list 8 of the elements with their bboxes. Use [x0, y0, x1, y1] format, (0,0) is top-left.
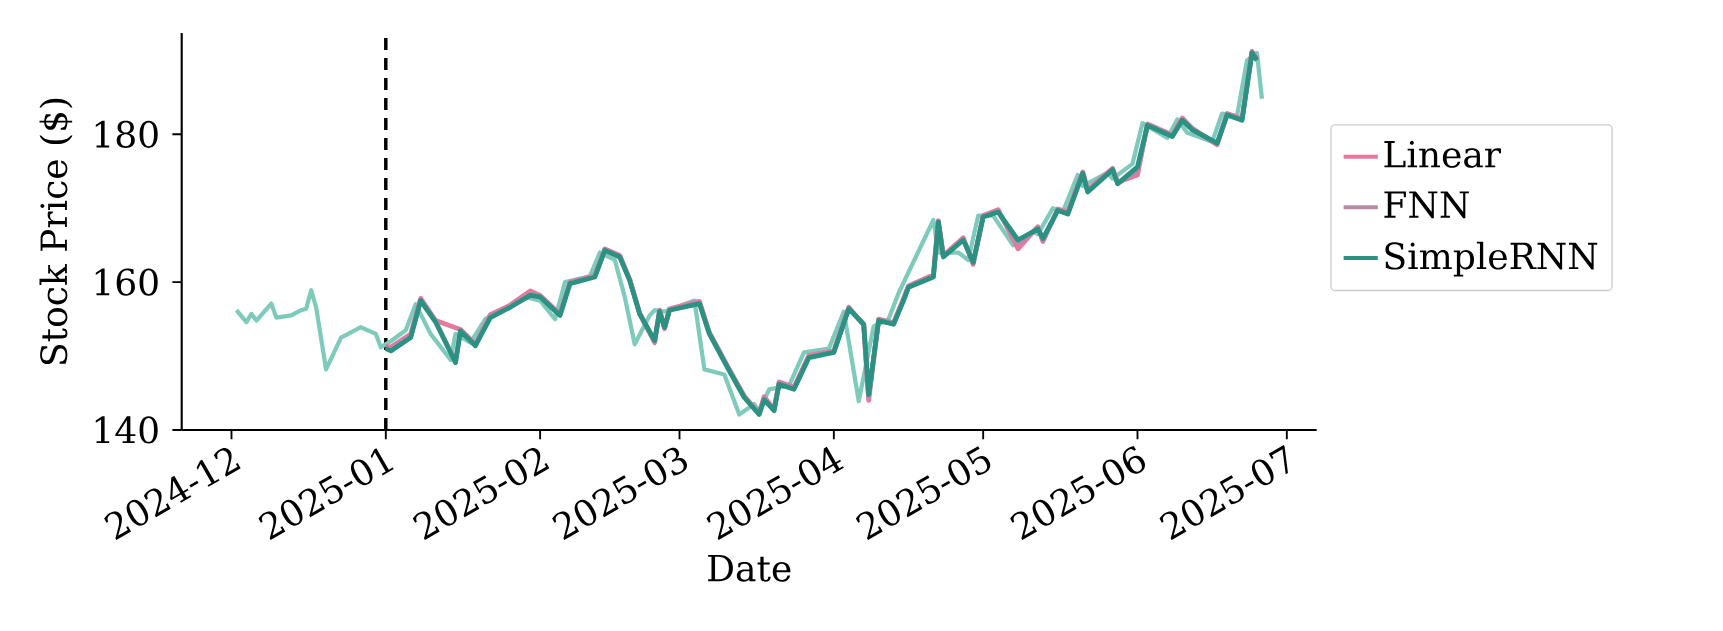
y-tick-label: 140 — [95, 416, 158, 444]
y-tick-label: 180 — [95, 120, 158, 148]
legend-label: FNN — [1384, 191, 1469, 219]
legend-label: Linear — [1384, 140, 1502, 168]
legend-label: SimpleRNN — [1385, 241, 1598, 277]
y-tick-label: 160 — [95, 268, 158, 296]
x-axis-title: Date — [708, 554, 791, 582]
y-axis-title: Stock Price ($) — [39, 98, 73, 364]
